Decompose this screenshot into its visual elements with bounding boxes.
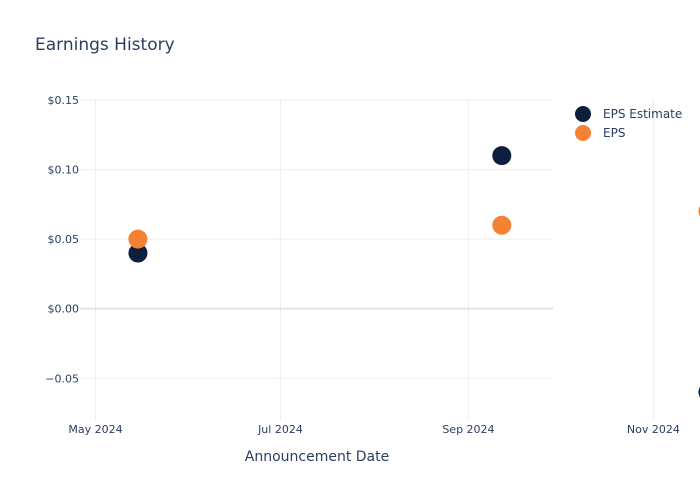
y-axis-ticks: $0.15 $0.10 $0.05 $0.00 −0.05 [45,94,79,385]
x-tick-label: May 2024 [68,423,122,436]
y-tick-label: $0.05 [48,233,80,246]
data-points [128,146,700,398]
legend-label: EPS [603,126,625,140]
x-tick-label: Sep 2024 [442,423,494,436]
legend-marker [575,125,591,141]
y-tick-label: −0.05 [45,372,79,385]
x-tick-label: Jul 2024 [257,423,303,436]
gridlines [80,99,654,420]
eps-estimate-point [128,243,148,263]
y-tick-label: $0.00 [48,303,80,316]
eps-point [492,215,512,235]
x-axis-title: Announcement Date [245,449,389,465]
legend-marker [575,106,591,122]
eps-estimate-point [492,146,512,166]
eps-point [128,229,148,249]
legend-label: EPS Estimate [603,107,682,121]
chart-title: Earnings History [35,35,175,55]
legend: EPS Estimate EPS [575,106,682,141]
y-tick-label: $0.15 [48,94,80,107]
x-tick-label: Nov 2024 [627,423,680,436]
y-tick-label: $0.10 [48,164,80,177]
